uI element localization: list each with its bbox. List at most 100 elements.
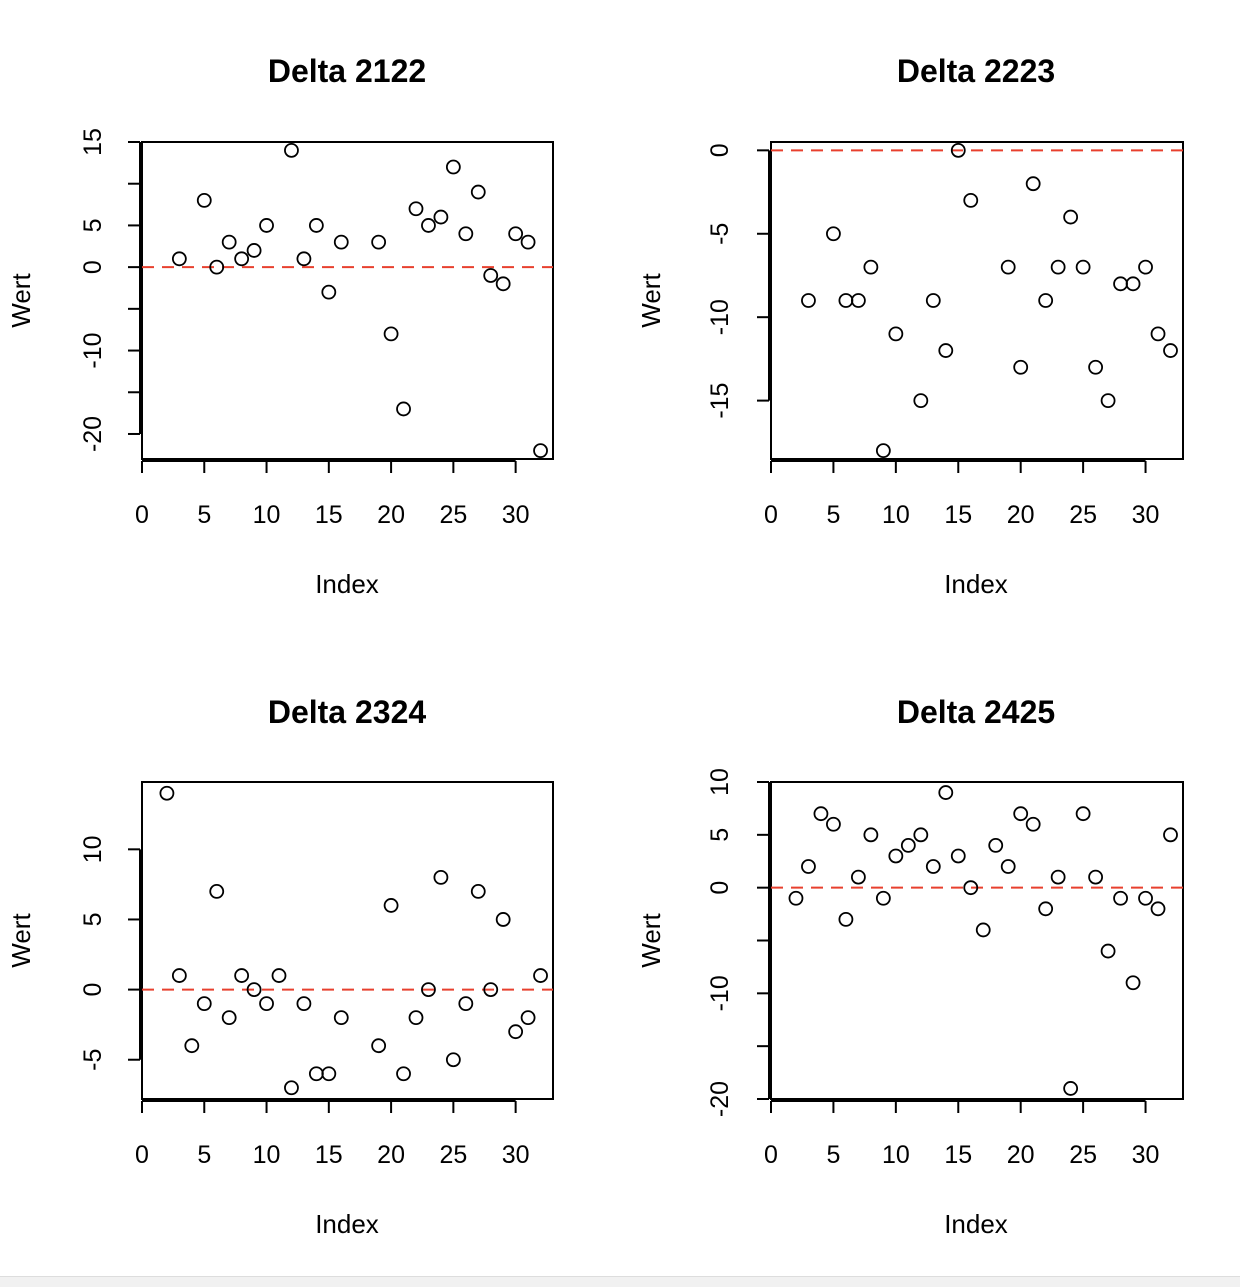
data-point — [1150, 901, 1166, 917]
data-point — [421, 982, 436, 997]
data-point — [533, 443, 548, 459]
chart-panel-3: Delta 2324 0 5 10 15 20 25 30 -5 0 5 10 Index Wert — [6, 694, 554, 1239]
x-tick-label: 0 — [135, 501, 149, 529]
data-point — [371, 234, 387, 250]
x-tick-label: 20 — [1007, 1141, 1035, 1169]
y-axis-label: Wert — [636, 273, 666, 328]
data-point — [196, 192, 212, 208]
x-tick-label: 5 — [197, 501, 211, 529]
x-axis-label: Index — [944, 569, 1008, 599]
chart-panel-1: Delta 2122 0 5 10 15 20 25 30 -20 -10 0 5 15 Index Wer… — [6, 53, 554, 599]
data-point — [396, 401, 411, 417]
y-tick-label: -5 — [79, 1049, 107, 1071]
data-point — [1063, 209, 1079, 225]
data-point — [520, 234, 536, 250]
data-point — [888, 326, 904, 342]
data-point — [850, 869, 866, 885]
data-point — [171, 968, 187, 983]
y-tick-label: -20 — [706, 1081, 734, 1117]
data-point — [1000, 859, 1016, 874]
x-tick-label: 25 — [1069, 501, 1097, 529]
data-point — [209, 259, 225, 275]
y-axis-label: Wert — [6, 273, 36, 328]
data-point — [1163, 343, 1178, 358]
data-point — [801, 859, 816, 874]
x-tick-label: 15 — [944, 1141, 972, 1169]
data-point — [925, 293, 941, 308]
data-point — [433, 869, 449, 885]
y-tick-label: -10 — [706, 975, 734, 1011]
data-point — [458, 996, 474, 1012]
y-tick-label: 0 — [79, 983, 107, 997]
data-point — [184, 1038, 200, 1054]
x-tick-label: 25 — [439, 1141, 467, 1169]
data-point — [234, 251, 250, 267]
data-point — [863, 259, 879, 275]
y-tick-label: 5 — [79, 218, 107, 232]
data-point — [470, 884, 486, 899]
data-point — [938, 785, 954, 800]
data-point — [1125, 276, 1141, 292]
data-point — [383, 898, 399, 913]
data-point — [963, 192, 979, 208]
x-tick-label: 25 — [1069, 1141, 1097, 1169]
chart-panel-4: Delta 2425 0 5 10 15 20 25 30 -20 -10 0 5 10 Index Wer… — [636, 694, 1184, 1239]
data-point — [333, 234, 349, 250]
y-tick-label: 0 — [79, 260, 107, 274]
window-bottom-bar — [0, 1276, 1240, 1287]
x-tick-label: 5 — [197, 1141, 211, 1169]
data-point — [470, 184, 486, 200]
x-tick-label: 10 — [882, 501, 910, 529]
x-tick-label: 30 — [1132, 1141, 1160, 1169]
data-point — [1038, 901, 1054, 917]
data-point — [508, 226, 524, 242]
data-point — [234, 968, 250, 983]
y-tick-label: -5 — [706, 223, 734, 245]
data-point — [788, 890, 804, 906]
data-point — [520, 1010, 536, 1026]
data-point — [1050, 869, 1066, 885]
x-tick-label: 10 — [882, 1141, 910, 1169]
data-point — [988, 838, 1004, 853]
chart-title: Delta 2324 — [268, 694, 427, 730]
data-point — [1125, 975, 1141, 991]
data-point — [271, 968, 287, 983]
y-axis-label: Wert — [636, 913, 666, 968]
data-point — [533, 968, 548, 983]
data-point — [801, 293, 816, 308]
data-point — [433, 209, 449, 225]
y-tick-label: -15 — [706, 383, 734, 419]
data-point — [1038, 293, 1054, 308]
y-tick-label: 15 — [79, 128, 107, 156]
data-point — [383, 326, 399, 342]
data-point — [1100, 943, 1116, 959]
plot-frame — [141, 141, 554, 460]
data-point — [838, 911, 854, 927]
y-tick-label: -10 — [79, 332, 107, 368]
x-tick-label: 0 — [135, 1141, 149, 1169]
data-point — [938, 343, 954, 358]
plot-frame — [141, 781, 554, 1100]
data-point — [259, 996, 274, 1012]
x-tick-label: 5 — [826, 1141, 840, 1169]
data-point — [445, 159, 461, 175]
y-tick-label: 10 — [706, 768, 734, 796]
data-point — [1013, 806, 1029, 822]
data-point — [950, 848, 966, 864]
data-point — [1000, 259, 1016, 275]
data-point — [1113, 890, 1128, 906]
chart-panel-2: Delta 2223 0 5 10 15 20 25 30 0 -5 -10 -15 Index Wert — [636, 53, 1184, 599]
data-point — [1138, 890, 1153, 906]
data-point — [483, 268, 499, 283]
data-point — [900, 838, 916, 853]
x-tick-label: 0 — [764, 1141, 778, 1169]
data-point — [826, 816, 841, 832]
data-point — [246, 982, 262, 997]
data-point — [838, 293, 854, 308]
y-tick-label: 0 — [706, 881, 734, 895]
x-tick-label: 0 — [764, 501, 778, 529]
data-point — [1075, 806, 1091, 822]
data-point — [421, 218, 436, 233]
data-point — [875, 443, 891, 459]
data-point — [1025, 816, 1041, 832]
